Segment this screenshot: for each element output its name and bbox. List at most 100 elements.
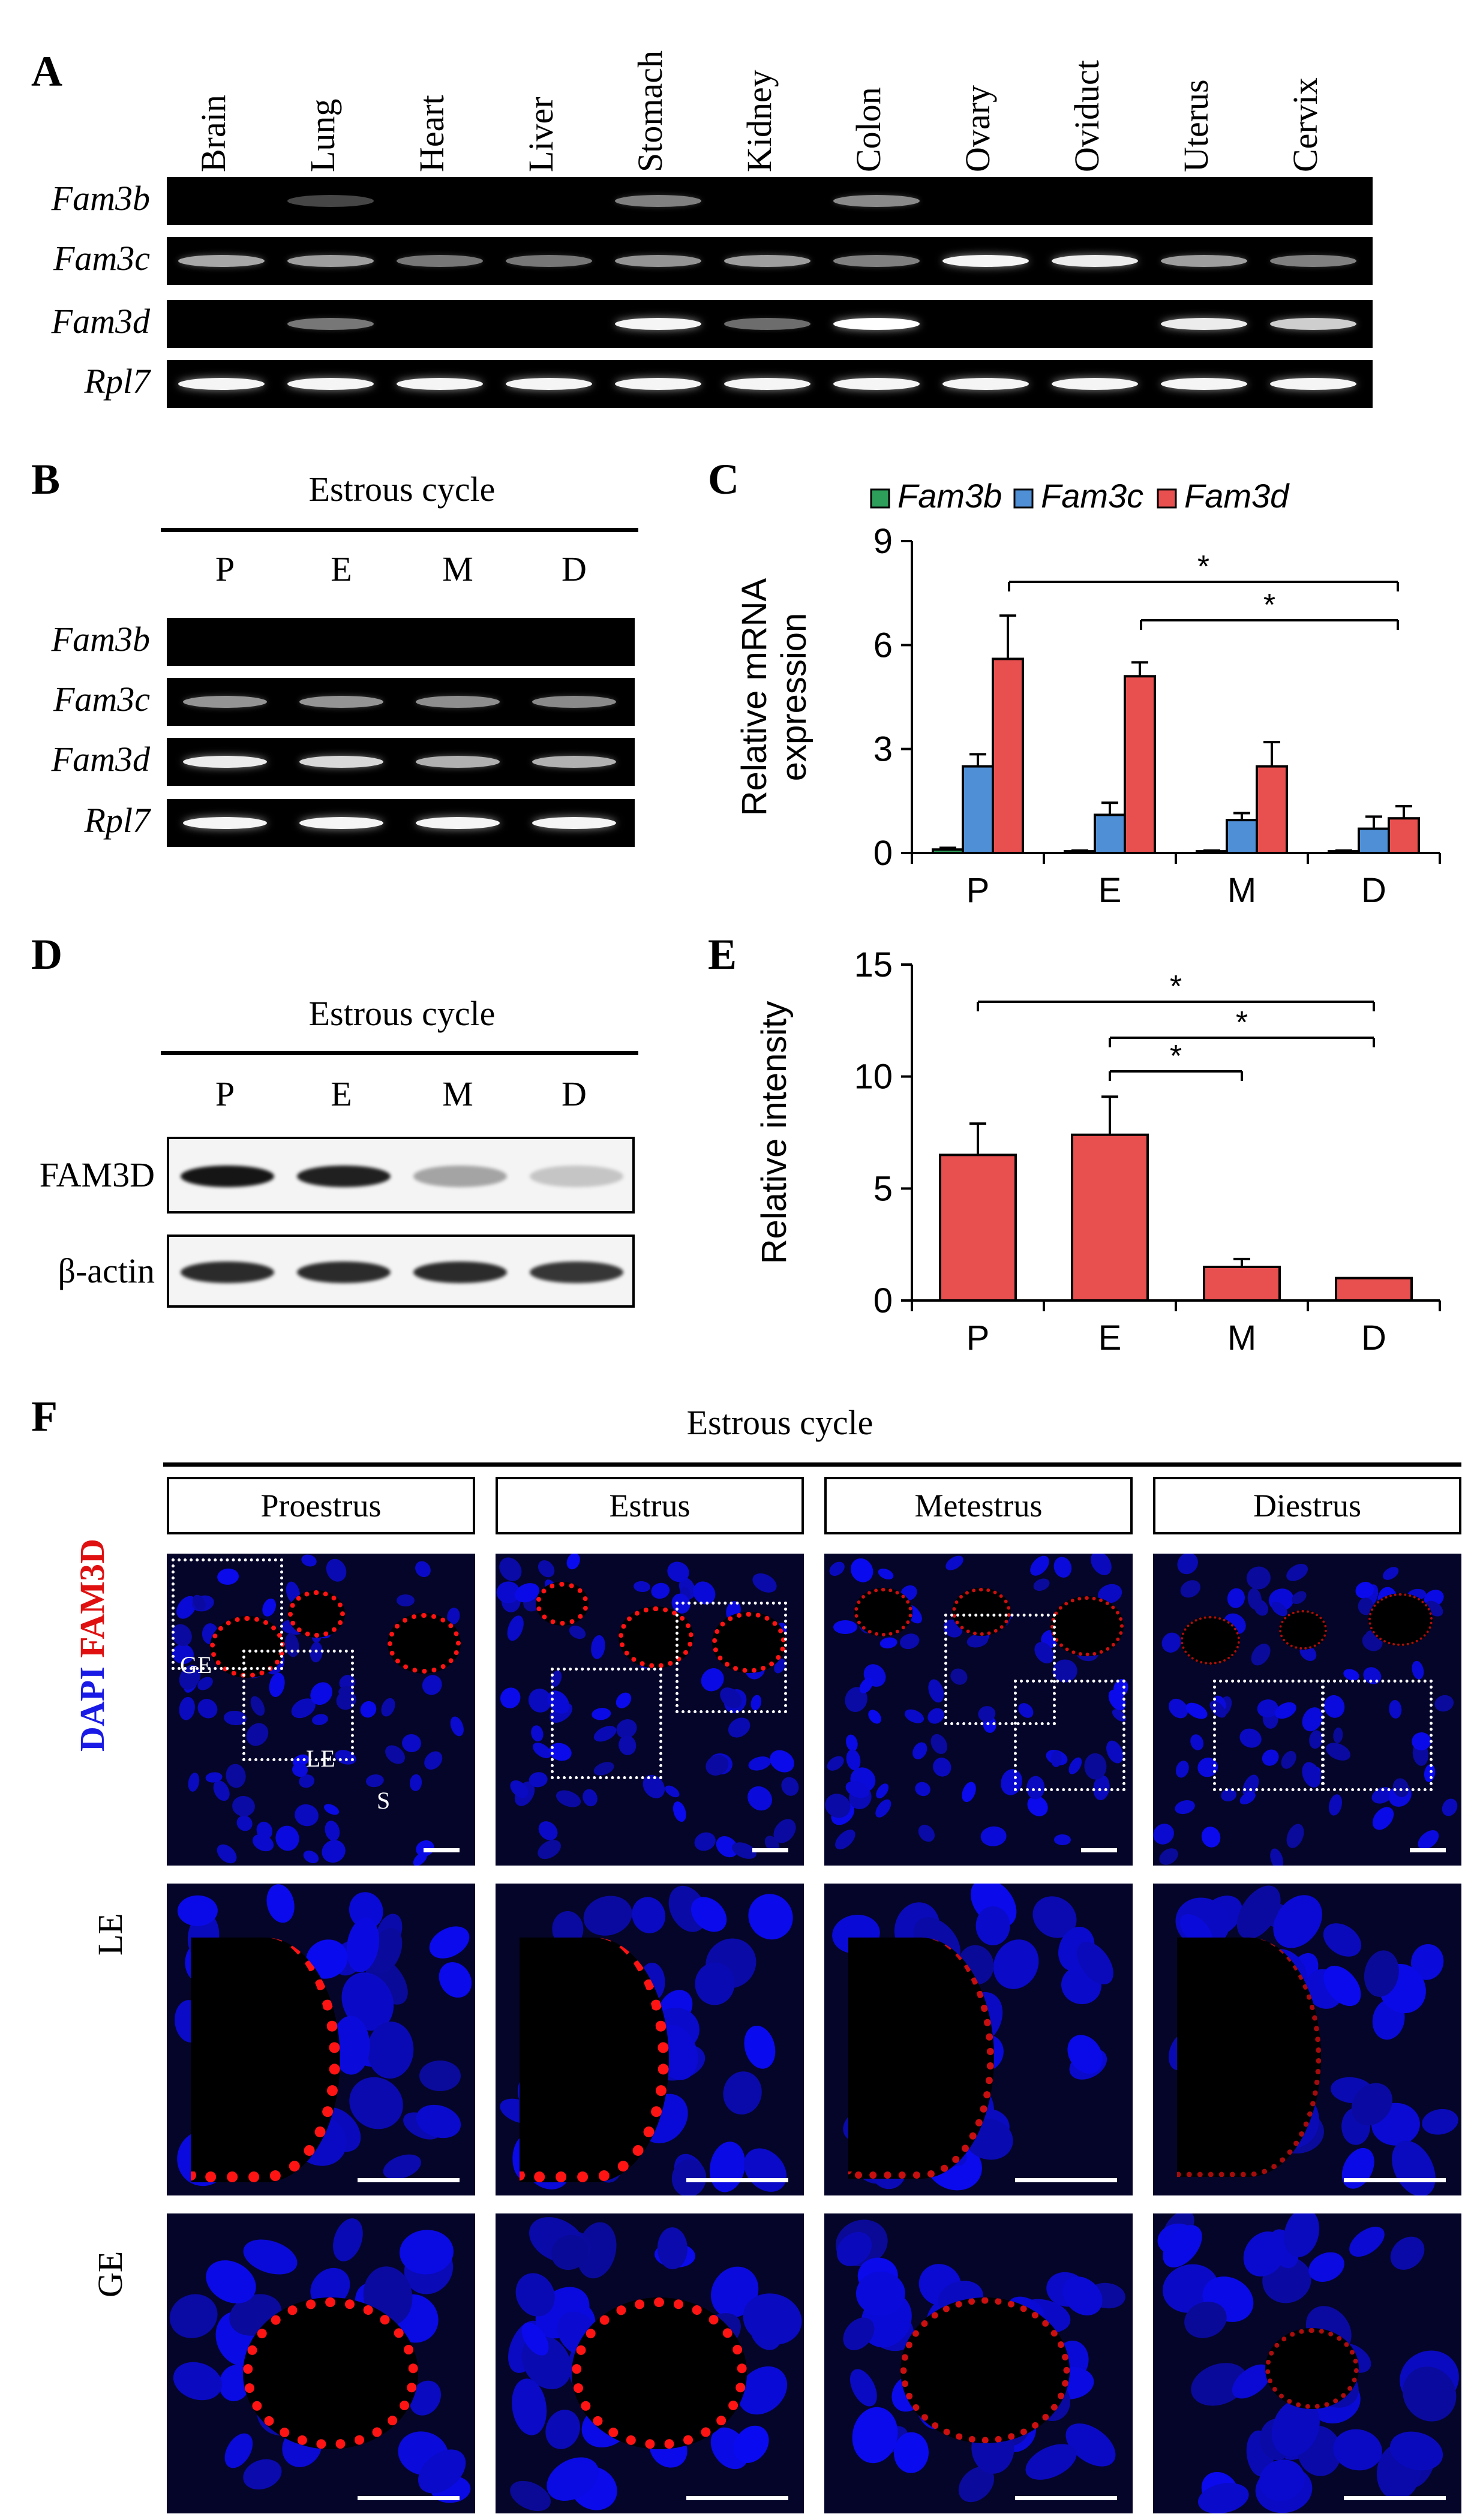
stage-label: D (562, 549, 587, 588)
blot-band (181, 1166, 274, 1187)
nucleus (735, 2140, 795, 2195)
gene-label: Rpl7 (84, 362, 150, 401)
nucleus (740, 2022, 780, 2073)
panel-label-d: D (31, 930, 62, 978)
nucleus (742, 1781, 777, 1816)
gel-band (1161, 378, 1247, 390)
nucleus (1052, 1658, 1078, 1683)
tissue-label: Cervix (1286, 77, 1325, 172)
nucleus (224, 1762, 248, 1790)
gel-band (532, 756, 616, 768)
nucleus (418, 1671, 446, 1699)
le-region-label: LE (306, 1745, 335, 1772)
fam3d-signal (243, 2297, 418, 2449)
nucleus (1153, 1819, 1179, 1849)
micrograph (1153, 1884, 1461, 2195)
protein-label: FAM3D (39, 1155, 155, 1194)
nucleus (902, 1707, 926, 1726)
x-tick-label: E (1098, 871, 1122, 910)
nucleus (1439, 1796, 1461, 1819)
bar (932, 848, 964, 855)
micrograph (496, 2213, 804, 2513)
nucleus (1283, 1821, 1308, 1851)
gel-band (397, 378, 483, 390)
nucleus (831, 1826, 859, 1854)
gel-strip (167, 237, 1373, 285)
gel-band (833, 195, 920, 207)
gel-band (1270, 318, 1356, 330)
gel-band (615, 378, 701, 390)
nucleus (976, 1906, 1010, 1945)
nucleus (929, 1754, 954, 1780)
nucleus (725, 1713, 755, 1742)
blot-strip (167, 1235, 635, 1308)
nucleus (1368, 1803, 1398, 1834)
nucleus (263, 1884, 298, 1926)
gel-band (615, 195, 701, 207)
tissue-label: Ovary (958, 85, 997, 172)
panel-label-e: E (708, 930, 737, 978)
chart-c: 0 3 6 9 P E M D Relative mRNA expression * * Fam3b Fa… (735, 477, 1441, 910)
gel-band (299, 696, 383, 708)
nucleus (565, 1554, 583, 1572)
micrograph (1153, 1554, 1461, 1866)
bar (1124, 675, 1156, 854)
nucleus (529, 1724, 545, 1743)
inset-box (172, 1558, 283, 1670)
micrograph (824, 1884, 1133, 2195)
gel-band (833, 378, 920, 390)
significance-star: * (1197, 549, 1209, 584)
gel-band (287, 318, 374, 330)
y-tick-label: 15 (854, 945, 893, 984)
nucleus (627, 1892, 671, 1938)
nucleus (317, 1836, 350, 1866)
scale-bar (1344, 2496, 1446, 2500)
nucleus (424, 1920, 475, 1965)
fam3d-signal (191, 1938, 341, 2182)
y-tick-label: 3 (873, 730, 893, 769)
legend-swatch (870, 488, 890, 509)
nucleus (292, 1801, 322, 1829)
micrograph (167, 2213, 475, 2513)
tissue-label: Lung (303, 98, 342, 172)
gel-strip (167, 618, 635, 666)
nucleus (396, 1594, 415, 1607)
nucleus (633, 1581, 652, 1593)
panel-f-title-rule (163, 1462, 1461, 1467)
panel-d-title-rule (161, 1051, 638, 1055)
gene-label: Fam3c (53, 239, 150, 278)
nucleus (379, 1696, 398, 1719)
x-tick-label: M (1227, 1318, 1256, 1357)
gel-band (183, 696, 267, 708)
nucleus (448, 1714, 466, 1738)
nucleus (980, 1825, 1007, 1848)
stage-label: P (215, 549, 235, 588)
nucleus (1053, 1834, 1071, 1846)
nucleus (401, 1732, 423, 1754)
inset-box (676, 1602, 787, 1713)
blot-band (181, 1261, 274, 1283)
x-tick-label: D (1361, 871, 1386, 910)
nucleus (846, 1554, 878, 1587)
y-tick-label: 0 (873, 1281, 893, 1320)
gel-band (183, 756, 267, 768)
nucleus (873, 1782, 891, 1801)
tissue-label: Colon (849, 87, 888, 172)
blot-band (413, 1166, 507, 1187)
gel-band (416, 696, 500, 708)
bar (1071, 1133, 1149, 1302)
nucleus (580, 1787, 601, 1809)
y-tick-label: 0 (873, 834, 893, 873)
nucleus (927, 1731, 951, 1756)
gene-label: Fam3c (53, 680, 150, 719)
nucleus (1086, 1554, 1116, 1579)
gel-band (942, 255, 1029, 267)
nucleus (554, 1787, 583, 1810)
nucleus (749, 1569, 780, 1597)
gel-band (287, 255, 374, 267)
nucleus (328, 2214, 368, 2266)
micrograph (824, 1554, 1133, 1866)
nucleus (540, 2405, 586, 2455)
gel-band (397, 255, 483, 267)
gel-band (183, 817, 267, 829)
